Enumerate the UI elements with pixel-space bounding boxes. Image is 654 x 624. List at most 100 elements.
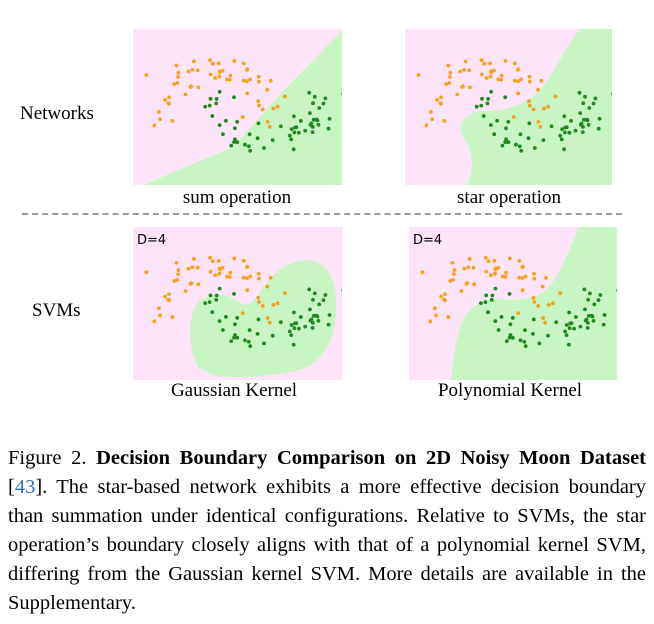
point-class-b: [583, 318, 588, 323]
point-class-b: [255, 332, 260, 336]
point-class-b: [270, 333, 275, 338]
point-class-b: [308, 111, 312, 115]
point-class-b: [537, 341, 542, 346]
point-class-a: [500, 274, 505, 279]
point-class-b: [508, 333, 513, 337]
point-class-b: [207, 103, 212, 108]
point-class-a: [257, 276, 261, 281]
point-class-a: [192, 257, 196, 261]
point-class-a: [183, 289, 188, 293]
point-class-a: [283, 291, 287, 296]
point-class-a: [429, 110, 433, 114]
point-class-a: [245, 68, 249, 72]
point-class-a: [213, 273, 218, 277]
point-class-b: [262, 341, 266, 346]
point-class-b: [214, 97, 219, 101]
point-class-b: [255, 136, 260, 141]
point-class-b: [479, 103, 484, 108]
point-class-b: [531, 332, 535, 336]
point-class-b: [292, 310, 296, 315]
point-class-b: [567, 310, 571, 315]
point-class-b: [484, 293, 489, 298]
point-class-a: [195, 265, 200, 270]
point-class-b: [311, 297, 315, 302]
point-class-b: [504, 137, 508, 142]
point-class-b: [229, 339, 234, 343]
row-label-svms: SVMs: [32, 300, 81, 321]
point-class-a: [450, 261, 455, 265]
point-class-a: [210, 259, 215, 264]
point-class-b: [526, 136, 531, 141]
point-class-b: [574, 315, 578, 319]
point-class-b: [503, 95, 508, 100]
point-class-b: [479, 301, 483, 305]
point-class-a: [480, 72, 484, 77]
point-class-a: [152, 123, 157, 128]
point-class-b: [558, 133, 563, 138]
point-class-a: [466, 265, 471, 270]
point-class-b: [611, 92, 612, 96]
point-class-b: [583, 94, 587, 99]
point-class-b: [519, 148, 524, 153]
point-class-b: [506, 120, 511, 124]
point-class-a: [208, 269, 213, 274]
point-class-a: [260, 304, 265, 308]
point-class-a: [216, 61, 221, 66]
caption-sum: sum operation: [182, 187, 292, 208]
point-class-a: [511, 115, 516, 119]
point-class-b: [480, 96, 484, 101]
point-class-a: [512, 61, 517, 66]
point-class-a: [499, 78, 503, 82]
point-class-a: [257, 300, 261, 304]
point-class-a: [271, 303, 276, 307]
point-class-a: [467, 257, 472, 261]
point-class-a: [536, 120, 541, 124]
point-class-b: [317, 302, 322, 307]
point-class-a: [186, 69, 191, 74]
point-class-a: [532, 300, 537, 304]
point-class-a: [484, 269, 489, 274]
point-class-b: [308, 122, 313, 127]
point-class-a: [452, 268, 457, 272]
point-class-b: [210, 114, 215, 118]
point-class-b: [233, 322, 237, 327]
point-class-a: [241, 78, 246, 83]
point-class-a: [517, 258, 522, 263]
point-class-a: [536, 304, 541, 308]
point-class-b: [287, 329, 292, 334]
figure-caption: Figure 2. Decision Boundary Comparison o…: [8, 444, 646, 618]
point-class-b: [567, 130, 572, 135]
point-class-b: [311, 314, 316, 318]
citation-link[interactable]: 43: [14, 476, 36, 498]
point-class-a: [265, 87, 270, 92]
point-class-b: [601, 322, 606, 327]
point-class-b: [326, 126, 331, 131]
star-operation-chart: [405, 29, 612, 185]
point-class-b: [315, 118, 320, 123]
point-class-b: [210, 310, 215, 315]
point-class-a: [516, 79, 520, 84]
point-class-b: [578, 122, 583, 127]
point-class-a: [265, 316, 270, 320]
point-class-b: [317, 106, 322, 110]
point-class-b: [493, 286, 498, 291]
point-class-b: [224, 118, 228, 123]
gaussian-kernel-chart: [133, 227, 342, 380]
point-class-a: [245, 276, 249, 281]
point-class-b: [303, 128, 308, 133]
point-class-a: [275, 301, 280, 306]
point-class-b: [287, 133, 292, 138]
point-class-b: [596, 126, 601, 131]
point-class-b: [585, 118, 590, 123]
point-class-a: [158, 117, 162, 122]
point-class-a: [225, 274, 229, 279]
point-class-b: [586, 297, 590, 302]
point-class-b: [279, 320, 283, 325]
point-class-a: [163, 98, 167, 102]
point-class-b: [298, 119, 303, 123]
point-class-a: [190, 68, 195, 72]
point-class-a: [520, 265, 525, 270]
point-class-a: [268, 275, 273, 280]
point-class-b: [602, 313, 607, 317]
point-class-a: [176, 268, 181, 272]
